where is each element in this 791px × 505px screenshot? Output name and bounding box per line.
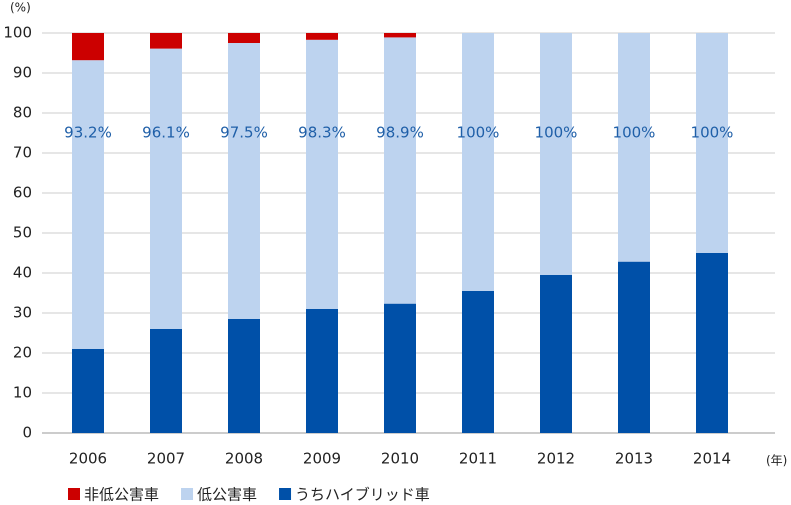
y-tick-label: 100 bbox=[3, 24, 32, 42]
value-label: 98.9% bbox=[376, 124, 424, 142]
y-tick-label: 80 bbox=[13, 104, 32, 122]
bar bbox=[696, 253, 728, 433]
bar bbox=[228, 319, 260, 433]
x-tick-label: 2013 bbox=[615, 450, 653, 468]
y-tick-label: 20 bbox=[13, 344, 32, 362]
legend-label: うちハイブリッド車 bbox=[295, 486, 430, 504]
y-tick-label: 90 bbox=[13, 64, 32, 82]
x-tick-label: 2010 bbox=[381, 450, 419, 468]
bar bbox=[462, 291, 494, 433]
bar bbox=[384, 33, 416, 38]
y-tick-label: 10 bbox=[13, 384, 32, 402]
y-tick-label: 70 bbox=[13, 144, 32, 162]
x-tick-label: 2008 bbox=[225, 450, 263, 468]
bar bbox=[72, 33, 104, 61]
legend-swatch bbox=[181, 488, 194, 500]
legend-swatch bbox=[68, 488, 80, 500]
value-label: 100% bbox=[535, 124, 578, 142]
bar bbox=[306, 33, 338, 40]
y-tick-label: 60 bbox=[13, 184, 32, 202]
bar bbox=[306, 309, 338, 433]
bar bbox=[540, 275, 572, 433]
bar bbox=[150, 329, 182, 433]
y-tick-label: 30 bbox=[13, 304, 32, 322]
bar bbox=[618, 261, 650, 433]
x-tick-label: 2012 bbox=[537, 450, 575, 468]
value-label: 97.5% bbox=[220, 124, 268, 142]
x-tick-label: 2007 bbox=[147, 450, 185, 468]
bar bbox=[228, 33, 260, 43]
x-axis-label: (年) bbox=[766, 454, 787, 468]
y-tick-label: 40 bbox=[13, 264, 32, 282]
value-label: 100% bbox=[457, 124, 500, 142]
bar bbox=[72, 349, 104, 433]
value-label: 100% bbox=[691, 124, 734, 142]
x-tick-label: 2014 bbox=[693, 450, 731, 468]
y-axis-label: (%) bbox=[10, 1, 31, 15]
value-label: 93.2% bbox=[64, 124, 112, 142]
legend-label: 非低公害車 bbox=[84, 486, 159, 504]
value-label: 100% bbox=[613, 124, 656, 142]
bar bbox=[384, 303, 416, 433]
y-tick-label: 50 bbox=[13, 224, 32, 242]
legend-label: 低公害車 bbox=[197, 486, 257, 504]
value-label: 96.1% bbox=[142, 124, 190, 142]
bar bbox=[150, 33, 182, 49]
value-label: 98.3% bbox=[298, 124, 346, 142]
x-tick-label: 2009 bbox=[303, 450, 341, 468]
x-tick-label: 2006 bbox=[69, 450, 107, 468]
y-tick-label: 0 bbox=[22, 424, 32, 442]
legend-swatch bbox=[279, 488, 292, 500]
x-tick-label: 2011 bbox=[459, 450, 497, 468]
